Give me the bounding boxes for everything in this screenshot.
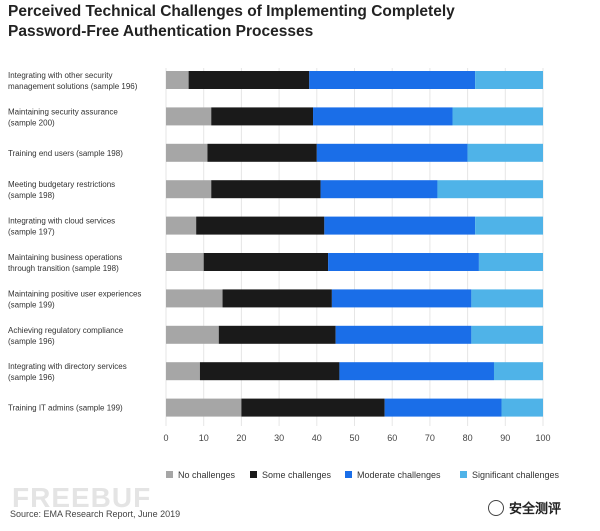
- category-label: Maintaining positive user experiences: [8, 289, 141, 298]
- category-label: (sample 198): [8, 191, 55, 200]
- x-tick-label: 80: [463, 433, 473, 443]
- legend-label: No challenges: [178, 470, 236, 480]
- bar-segment-significant-challenges: [467, 143, 543, 162]
- category-label: Training end users (sample 198): [8, 149, 123, 158]
- bar-segment-some-challenges: [222, 289, 332, 308]
- bar-segment-moderate-challenges: [324, 216, 476, 235]
- bar-segment-some-challenges: [207, 143, 317, 162]
- wechat-badge: 安全测评: [488, 498, 561, 517]
- x-tick-label: 30: [274, 433, 284, 443]
- category-label: Integrating with other security: [8, 71, 113, 80]
- bar-segment-significant-challenges: [471, 289, 543, 308]
- legend-swatch: [166, 471, 173, 478]
- bar-segment-significant-challenges: [437, 180, 543, 199]
- bar-segment-some-challenges: [241, 398, 385, 417]
- chart-title: Perceived Technical Challenges of Implem…: [8, 3, 455, 40]
- bar-segment-significant-challenges: [475, 71, 543, 89]
- bar-segment-moderate-challenges: [331, 289, 472, 308]
- x-tick-label: 50: [349, 433, 359, 443]
- bar-segment-significant-challenges: [475, 216, 543, 235]
- bar-segment-no-challenges: [166, 71, 189, 89]
- bar-segment-no-challenges: [166, 398, 242, 417]
- bar-segment-significant-challenges: [493, 362, 543, 381]
- x-tick-label: 10: [199, 433, 209, 443]
- x-tick-label: 40: [312, 433, 322, 443]
- bar-segment-moderate-challenges: [316, 143, 468, 162]
- category-label: (sample 196): [8, 373, 55, 382]
- bar-segment-moderate-challenges: [328, 253, 479, 271]
- legend-swatch: [460, 471, 467, 478]
- legend-label: Significant challenges: [472, 470, 560, 480]
- bar-segment-some-challenges: [218, 325, 336, 344]
- category-label: Integrating with cloud services: [8, 217, 115, 226]
- category-label: management solutions (sample 196): [8, 82, 138, 91]
- category-label: Training IT admins (sample 199): [8, 404, 123, 413]
- bar-segment-no-challenges: [166, 325, 219, 344]
- bar-segment-significant-challenges: [501, 398, 543, 417]
- watermark-text: FREEBUF: [12, 482, 152, 513]
- bar-segment-moderate-challenges: [339, 362, 494, 381]
- bar-segment-no-challenges: [166, 289, 223, 308]
- x-tick-label: 70: [425, 433, 435, 443]
- bar-segment-no-challenges: [166, 143, 208, 162]
- x-tick-label: 100: [535, 433, 550, 443]
- source-note: Source: EMA Research Report, June 2019: [10, 509, 181, 519]
- bar-segment-some-challenges: [188, 71, 310, 89]
- bar-segment-moderate-challenges: [335, 325, 472, 344]
- category-label: Maintaining security assurance: [8, 107, 118, 116]
- category-label: (sample 199): [8, 300, 55, 309]
- bar-segment-significant-challenges: [452, 107, 543, 126]
- bar-segment-some-challenges: [203, 253, 329, 271]
- bar-segment-no-challenges: [166, 253, 204, 271]
- x-tick-label: 20: [236, 433, 246, 443]
- bar-segment-some-challenges: [211, 107, 314, 126]
- category-label: Achieving regulatory compliance: [8, 326, 124, 335]
- bar-segment-no-challenges: [166, 216, 197, 235]
- x-tick-label: 90: [500, 433, 510, 443]
- category-label: (sample 197): [8, 228, 55, 237]
- bar-segment-some-challenges: [211, 180, 321, 199]
- wechat-label: 安全测评: [509, 501, 562, 516]
- category-label: Maintaining business operations: [8, 253, 122, 262]
- bar-segment-some-challenges: [196, 216, 325, 235]
- bar-segment-moderate-challenges: [309, 71, 476, 89]
- bar-segment-moderate-challenges: [313, 107, 453, 126]
- legend-label: Some challenges: [262, 470, 332, 480]
- bar-segment-significant-challenges: [471, 325, 543, 344]
- category-label: (sample 196): [8, 337, 55, 346]
- wechat-icon: [488, 500, 504, 516]
- x-tick-label: 60: [387, 433, 397, 443]
- bar-segment-no-challenges: [166, 362, 200, 381]
- bar-segment-moderate-challenges: [320, 180, 438, 199]
- category-label: through transition (sample 198): [8, 264, 119, 273]
- bar-segment-no-challenges: [166, 107, 212, 126]
- category-label: Meeting budgetary restrictions: [8, 180, 115, 189]
- bar-segment-no-challenges: [166, 180, 212, 199]
- bar-segment-moderate-challenges: [384, 398, 502, 417]
- legend-swatch: [250, 471, 257, 478]
- x-tick-label: 0: [163, 433, 168, 443]
- category-label: (sample 200): [8, 118, 55, 127]
- category-label: Integrating with directory services: [8, 362, 127, 371]
- legend-swatch: [345, 471, 352, 478]
- legend-label: Moderate challenges: [357, 470, 441, 480]
- bar-segment-significant-challenges: [478, 253, 543, 271]
- bar-segment-some-challenges: [199, 362, 340, 381]
